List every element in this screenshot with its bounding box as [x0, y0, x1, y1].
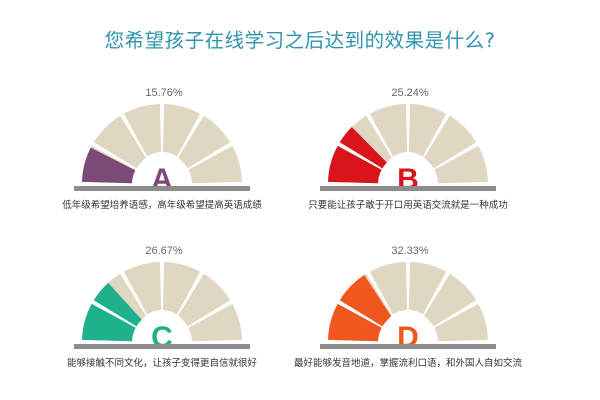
gauge-d-value-segment — [328, 303, 382, 342]
gauge-a-segment — [123, 104, 162, 158]
gauge-b-letter: B — [397, 163, 419, 196]
gauge-c-value-segment — [93, 282, 142, 327]
gauge-a-letter: A — [151, 163, 173, 196]
gauge-b: B 25.24% 只要能让孩子敢于开口用英语交流就是一种成功 — [308, 87, 508, 211]
gauge-c-segment — [123, 262, 162, 316]
gauge-c-segment — [188, 303, 242, 342]
gauge-a-segment — [162, 104, 201, 158]
gauge-a-percent-label: 15.76% — [145, 87, 183, 99]
gauge-a-segment — [93, 115, 147, 169]
gauge-d-segment — [408, 262, 447, 316]
gauge-b-percent-label: 25.24% — [391, 87, 429, 99]
gauge-c-percent-label: 26.67% — [145, 245, 183, 257]
gauge-b-segment — [423, 115, 477, 169]
gauge-c-letter: C — [151, 321, 173, 354]
gauge-a-caption: 低年级希望培养语感，高年级希望提高英语成绩 — [62, 199, 262, 211]
gauge-d: D 32.33% 最好能够发音地道，掌握流利口语，和外国人自如交流 — [294, 245, 523, 369]
gauge-b-value-segment — [328, 145, 382, 184]
gauge-c-caption: 能够接触不同文化，让孩子变得更自信就很好 — [67, 357, 258, 369]
gauge-c-base-bar — [74, 344, 250, 349]
gauge-c-segment — [162, 262, 201, 316]
gauge-b-segment — [369, 104, 408, 158]
gauge-d-value-segment — [339, 275, 392, 327]
gauge-d-base-bar — [320, 344, 496, 349]
gauge-c-value-segment — [82, 303, 136, 342]
gauge-a-value-segment — [82, 147, 136, 184]
gauge-b-caption: 只要能让孩子敢于开口用英语交流就是一种成功 — [308, 199, 508, 211]
gauge-c: C 26.67% 能够接触不同文化，让孩子变得更自信就很好 — [67, 245, 258, 369]
gauge-c-segment — [177, 273, 231, 327]
gauge-d-caption: 最好能够发音地道，掌握流利口语，和外国人自如交流 — [294, 357, 523, 369]
gauge-a-segment — [177, 115, 231, 169]
gauge-b-base-bar — [320, 186, 496, 191]
gauge-a-segment — [188, 145, 242, 184]
chart-title: 您希望孩子在线学习之后达到的效果是什么? — [104, 29, 496, 52]
gauge-b-value-segment — [339, 127, 387, 169]
gauge-b-segment — [434, 145, 488, 184]
gauge-d-segment — [434, 303, 488, 342]
gauge-d-percent-label: 32.33% — [391, 245, 429, 257]
gauge-b-segment — [408, 104, 447, 158]
gauge-d-segment — [369, 262, 408, 316]
gauge-a-base-bar — [74, 186, 250, 191]
gauge-d-letter: D — [397, 321, 419, 354]
gauge-d-segment — [423, 273, 477, 327]
gauge-a: A 15.76% 低年级希望培养语感，高年级希望提高英语成绩 — [62, 87, 262, 211]
